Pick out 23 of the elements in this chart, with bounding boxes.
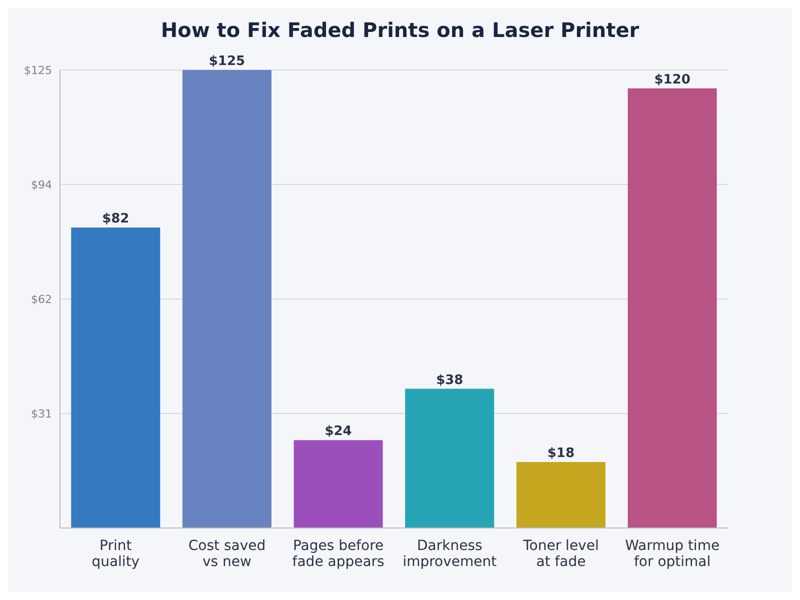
x-tick-label: Pages before fade appears	[292, 538, 384, 570]
y-tick-label: $125	[24, 64, 52, 77]
bar	[71, 228, 160, 528]
y-tick-label: $62	[31, 292, 52, 306]
x-tick-label: Warmup time for optimal	[625, 538, 720, 570]
data-label: $18	[547, 446, 575, 462]
data-label: $82	[102, 212, 130, 227]
x-tick-label: Toner level at fade	[522, 538, 599, 570]
chart-title: How to Fix Faded Prints on a Laser Printer	[160, 17, 640, 44]
x-tick-label: Cost saved vs new	[188, 538, 266, 570]
data-label: $38	[436, 372, 464, 388]
x-tick-label: Print quality	[92, 538, 140, 570]
bar	[182, 70, 272, 528]
bar	[516, 462, 606, 528]
y-tick-label: $31	[31, 407, 52, 420]
x-tick-label: Darkness improvement	[402, 538, 498, 570]
data-label: $120	[654, 72, 690, 88]
bar	[405, 388, 494, 528]
data-label: $24	[324, 424, 352, 440]
bar	[294, 440, 383, 528]
bar	[628, 88, 717, 528]
data-label: $125	[208, 54, 246, 69]
y-tick-label: $94	[31, 178, 52, 192]
